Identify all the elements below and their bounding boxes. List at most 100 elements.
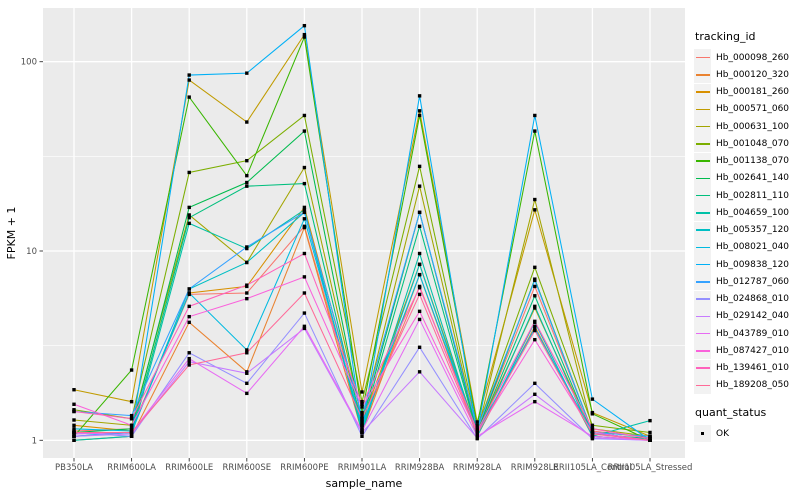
legend-item-label: Hb_008021_040 [716, 242, 790, 253]
data-point [533, 284, 537, 289]
data-point [187, 213, 191, 217]
legend-item-label: Hb_002641_140 [716, 173, 790, 184]
legend-item-ok: OK [694, 425, 800, 443]
legend-item-Hb_000181_260: Hb_000181_260 [694, 83, 800, 101]
line-swatch-icon [695, 108, 710, 111]
data-point [187, 215, 191, 220]
data-point [533, 392, 537, 396]
data-point [72, 408, 76, 412]
line-swatch-icon [695, 125, 710, 128]
legend-key-swatch [694, 290, 711, 308]
legend-item-Hb_000120_320: Hb_000120_320 [694, 66, 800, 84]
line-swatch-icon [695, 332, 710, 335]
line-swatch-icon [695, 367, 710, 369]
data-point [129, 430, 134, 435]
legend-key-swatch [694, 273, 711, 291]
legend-item-label: OK [716, 428, 729, 439]
x-tick-label: RRII105LA_Stressed [608, 463, 693, 473]
line-swatch-icon [695, 177, 710, 180]
data-point [417, 224, 422, 229]
data-point [187, 304, 191, 309]
line-swatch-icon [695, 263, 710, 266]
data-point [360, 399, 364, 404]
data-point [302, 129, 307, 133]
data-point [129, 399, 134, 404]
data-point [129, 434, 134, 438]
x-tick-label: RRIM600LE [165, 463, 213, 473]
data-point [72, 409, 76, 414]
legend-item-Hb_008021_040: Hb_008021_040 [694, 238, 800, 256]
line-swatch-icon [695, 91, 710, 93]
data-point [187, 170, 191, 175]
y-tick-label: 10 [26, 247, 37, 257]
data-point [417, 251, 422, 256]
legend-item-Hb_004659_100: Hb_004659_100 [694, 204, 800, 222]
data-point [360, 405, 364, 409]
data-point [533, 381, 537, 386]
data-point [533, 319, 537, 324]
data-point [72, 423, 76, 428]
legend-item-Hb_002641_140: Hb_002641_140 [694, 169, 800, 187]
data-point [417, 317, 422, 322]
legend-key-swatch [694, 342, 711, 360]
legend-key-swatch [694, 49, 711, 67]
line-swatch-icon [695, 74, 710, 76]
data-point [475, 427, 479, 431]
legend-key-swatch [694, 118, 711, 136]
line-swatch-icon [695, 281, 710, 283]
data-point [360, 434, 364, 438]
legend-key-swatch [694, 66, 711, 84]
x-axis-title: sample_name [326, 477, 403, 490]
data-point [72, 434, 76, 438]
legend-item-label: Hb_000571_060 [716, 104, 790, 115]
line-swatch-icon [695, 194, 710, 197]
data-point [533, 208, 537, 212]
black-square-point-icon [700, 431, 705, 436]
data-point [360, 413, 364, 418]
data-point [360, 429, 364, 433]
legend-item-Hb_043789_010: Hb_043789_010 [694, 325, 800, 343]
line-swatch-icon [695, 384, 710, 387]
data-point [648, 434, 652, 438]
x-tick-label: RRIM928BA [395, 463, 445, 473]
legend-item-label: Hb_002811_110 [716, 190, 790, 201]
data-point [533, 113, 537, 118]
legend-key-swatch [694, 187, 711, 205]
data-point [245, 291, 249, 295]
data-point [72, 402, 76, 406]
data-point [245, 184, 249, 188]
data-point [417, 113, 422, 118]
data-point [245, 283, 249, 287]
panel-background [43, 8, 685, 458]
legend-item-Hb_139461_010: Hb_139461_010 [694, 359, 800, 377]
data-point [302, 205, 307, 210]
x-tick-label: RRIM901LA [338, 463, 387, 473]
data-point [417, 262, 422, 267]
legend-key-swatch [694, 83, 711, 101]
data-point [417, 285, 422, 290]
data-point [590, 432, 595, 436]
legend: tracking_id Hb_000098_260 Hb_000120_320 Hb… [694, 30, 800, 443]
data-point [245, 348, 249, 352]
legend-title-tracking-id: tracking_id [695, 30, 756, 43]
line-swatch-icon [695, 56, 710, 59]
x-tick-label: PB350LA [55, 463, 93, 473]
data-point [187, 356, 191, 361]
legend-item-label: Hb_024868_010 [716, 294, 790, 305]
legend-item-Hb_001048_070: Hb_001048_070 [694, 135, 800, 153]
data-point [245, 158, 249, 163]
data-point [187, 287, 191, 291]
data-point [475, 429, 479, 433]
data-points [72, 23, 652, 442]
data-point [302, 113, 307, 118]
legend-item-Hb_087427_010: Hb_087427_010 [694, 342, 800, 360]
line-swatch-icon [695, 229, 710, 231]
data-point [533, 265, 537, 270]
data-point [187, 221, 191, 226]
data-point [417, 309, 422, 314]
data-point [245, 296, 249, 301]
data-point [72, 427, 76, 431]
data-point [72, 388, 76, 392]
data-point [302, 210, 307, 215]
x-tick-label: RRII105LA_Control [553, 463, 632, 473]
